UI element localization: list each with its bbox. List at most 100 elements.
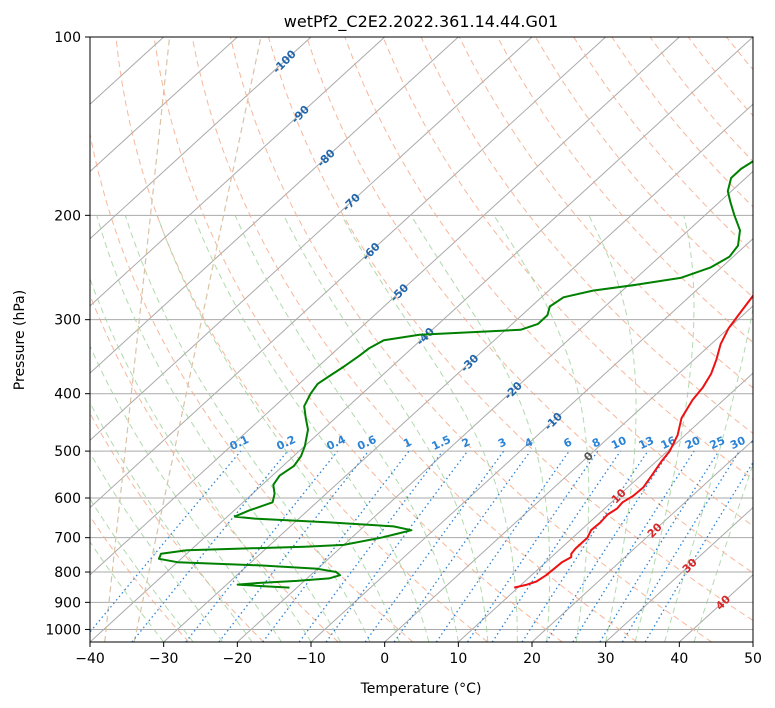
profile-series	[158, 159, 753, 589]
dry-adiabat-line	[535, 37, 753, 298]
isotherm-line	[90, 37, 533, 442]
moist-adiabat-line	[124, 215, 371, 642]
mixing-ratio-label: 4	[523, 435, 536, 450]
dry-adiabat-line	[115, 37, 488, 642]
mixing-ratio-label: 6	[561, 435, 574, 450]
dry-adiabat-line	[649, 37, 753, 163]
x-tick-label: −40	[75, 651, 105, 667]
mixing-ratio-label: 16	[659, 434, 679, 452]
mixing-ratio-line	[435, 450, 570, 642]
isotherm-line	[605, 506, 753, 642]
moist-adiabat-line	[96, 215, 341, 642]
mixing-ratio-line	[491, 450, 621, 642]
mixing-ratio-line	[545, 450, 671, 642]
mixing-ratio-line	[131, 450, 289, 642]
dry-adiabat-line	[726, 37, 753, 71]
mixing-ratio-label: 1	[401, 435, 413, 450]
moist-adiabat-line	[156, 215, 400, 642]
dry-adiabat-line	[268, 37, 753, 622]
mixing-ratio-line	[466, 450, 599, 642]
dry-adiabat-line	[765, 37, 775, 642]
y-tick-label: 400	[54, 387, 81, 403]
isotherm-line	[752, 641, 753, 642]
dry-adiabat-line	[496, 37, 753, 344]
dust-curve-line	[104, 37, 171, 642]
mixing-ratio-label: 0.1	[228, 433, 251, 453]
moist-adiabat-line	[693, 462, 753, 642]
isotherm-line	[90, 37, 238, 173]
mixing-ratio-label: 0.6	[355, 433, 378, 453]
x-tick-label: 30	[597, 651, 615, 667]
y-axis-label: Pressure (hPa)	[12, 290, 28, 390]
mixing-ratio-line	[599, 450, 720, 642]
plot-frame	[89, 36, 754, 643]
mixing-ratio-line	[521, 450, 649, 642]
x-axis-label: Temperature (°C)	[360, 681, 482, 697]
isotherm-line	[531, 439, 753, 642]
x-tick-label: 50	[744, 651, 762, 667]
isotherm-line	[163, 103, 753, 642]
mixing-ratio-line	[262, 450, 410, 642]
y-tick-label: 500	[54, 444, 81, 460]
mixing-ratio-line	[572, 450, 695, 642]
y-tick-label: 800	[54, 565, 81, 581]
moist-adiabat-line	[588, 215, 637, 642]
moist-adiabat-line	[341, 215, 518, 642]
y-tick-label: 900	[54, 595, 81, 611]
dry-adiabat-line	[573, 37, 753, 253]
moist-adiabat-line	[192, 215, 430, 642]
y-tick-label: 300	[54, 313, 81, 329]
mixing-ratio-label: 25	[708, 434, 727, 452]
isotherm-line	[457, 372, 753, 642]
isotherm-line	[90, 37, 459, 374]
x-tick-label: −10	[296, 651, 326, 667]
chart-title: wetPf2_C2E2.2022.361.14.44.G01	[284, 12, 558, 32]
isotherm-line	[236, 170, 753, 642]
mixing-ratio-line	[393, 450, 531, 642]
dry-adiabat-line	[90, 293, 339, 642]
dry-adiabat-line	[90, 131, 414, 642]
temperature-profile-line	[513, 294, 753, 589]
isotherm-line	[310, 237, 753, 642]
axes: −40 −30 −20 −10 0 10 20 30 40 5010020030040050060…	[45, 30, 762, 667]
x-tick-label: 20	[523, 651, 541, 667]
mixing-ratio-label: 10	[609, 434, 629, 452]
y-tick-label: 200	[54, 208, 81, 224]
mixing-ratio-label: 2	[460, 435, 472, 450]
moist-adiabat-line	[493, 215, 590, 642]
dry-adiabat-line	[229, 37, 712, 642]
isotherm-line	[90, 37, 386, 307]
mixing-ratio-label: 20	[683, 434, 703, 452]
y-tick-label: 600	[54, 491, 81, 507]
y-tick-label: 1000	[45, 622, 81, 638]
dry-adiabat-line	[687, 37, 753, 117]
isotherm-line	[90, 37, 753, 642]
dry-adiabat-line	[90, 515, 190, 642]
x-tick-label: 10	[449, 651, 467, 667]
isotherm-line	[90, 37, 607, 509]
dry-adiabat-line	[306, 37, 753, 574]
mixing-ratio-line	[621, 450, 740, 642]
moist-adiabat-line	[90, 497, 194, 642]
mixing-ratio-label: 13	[637, 434, 656, 452]
mixing-ratio-label: 0.2	[275, 433, 298, 453]
dry-adiabat-line	[382, 37, 753, 481]
dry-adiabat-line	[611, 37, 753, 208]
moist-adiabat-line	[90, 277, 312, 642]
mixing-ratio-label: 1.5	[430, 433, 453, 453]
x-tick-label: −30	[149, 651, 179, 667]
dry-adiabat-line	[153, 37, 563, 642]
mixing-ratio-label: 3	[496, 435, 508, 450]
mixing-ratio-label: 30	[728, 434, 748, 452]
x-tick-label: 0	[380, 651, 389, 667]
moist-adiabat-line	[90, 452, 223, 642]
mixing-ratio-label: 0.4	[325, 433, 348, 453]
moist-adiabat-line	[90, 344, 282, 642]
x-tick-label: 40	[670, 651, 688, 667]
background-lines	[90, 37, 775, 642]
dry-adiabat-line	[344, 37, 753, 527]
mixing-ratio-label: 36	[749, 434, 769, 452]
isotherm-line	[384, 305, 753, 642]
isotherm-line	[90, 37, 312, 240]
